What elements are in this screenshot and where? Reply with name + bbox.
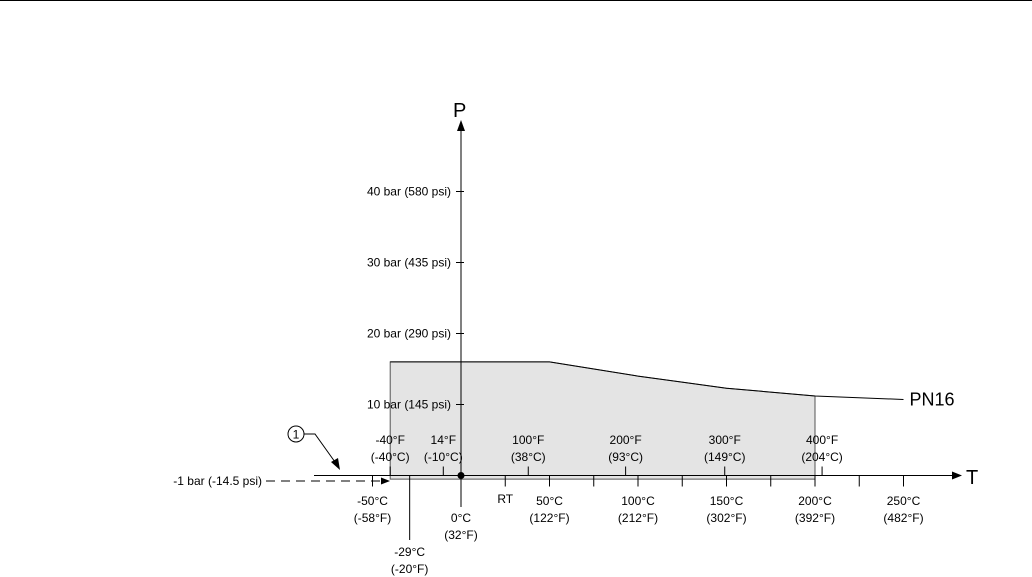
c-tick-sub-label: (482°F) [883, 511, 923, 525]
special-tick-group: -29°C (-20°F) [391, 475, 428, 576]
callout-arrow [331, 458, 340, 470]
celsius-ticks: -50°C (-58°F) 0°C (32°F) 50°C (122°F) 100°C (21… [354, 475, 924, 542]
special-tick-sub-label: (-20°F) [391, 562, 428, 576]
f-tick-label: 300°F [709, 433, 741, 447]
f-tick-sub-label: (93°C) [608, 450, 643, 464]
c-tick-sub-label: (122°F) [529, 511, 569, 525]
c-tick-label: 100°C [621, 494, 655, 508]
c-tick-sub-label: (392°F) [795, 511, 835, 525]
f-tick-sub-label: (-40°C) [371, 450, 410, 464]
y-axis-arrow [457, 120, 465, 131]
c-tick-label: -50°C [357, 494, 388, 508]
annotation-callout: 1 [287, 425, 340, 470]
top-rule [0, 0, 1032, 1]
callout-leader [304, 433, 336, 463]
y-tick-label: 10 bar (145 psi) [367, 398, 451, 412]
c-tick-label: 200°C [798, 494, 832, 508]
vacuum-arrow [381, 477, 390, 485]
c-tick-sub-label: (212°F) [618, 511, 658, 525]
rt-label: RT [497, 492, 513, 506]
f-tick-sub-label: (38°C) [511, 450, 546, 464]
c-tick-sub-label: (302°F) [706, 511, 746, 525]
series-label-pn16: PN16 [910, 390, 955, 410]
f-tick-sub-label: (149°C) [704, 450, 745, 464]
f-tick-label: 14°F [431, 433, 456, 447]
c-tick-label: 0°C [451, 511, 471, 525]
c-tick-label: 250°C [887, 494, 921, 508]
fahrenheit-ticks: -40°F (-40°C) 14°F (-10°C) 100°F (38°C) 200°F (… [371, 433, 843, 476]
y-tick-label: 20 bar (290 psi) [367, 327, 451, 341]
pn16-curve [390, 361, 904, 400]
f-tick-sub-label: (-10°C) [424, 450, 463, 464]
f-tick-label: -40°F [375, 433, 404, 447]
y-tick-label: 40 bar (580 psi) [367, 185, 451, 199]
origin-dot [457, 472, 465, 479]
c-tick-sub-label: (32°F) [444, 528, 477, 542]
y-ticks: 10 bar (145 psi) 20 bar (290 psi) 30 bar (… [367, 185, 464, 412]
x-axis-arrow [952, 471, 962, 480]
special-tick-label: -29°C [394, 545, 425, 559]
c-tick-label: 150°C [710, 494, 744, 508]
f-tick-label: 200°F [610, 433, 642, 447]
f-tick-label: 100°F [512, 433, 544, 447]
f-tick-sub-label: (204°C) [801, 450, 842, 464]
vacuum-label: -1 bar (-14.5 psi) [173, 474, 262, 488]
callout-number: 1 [293, 428, 300, 442]
vacuum-limit-group: -1 bar (-14.5 psi) [173, 474, 390, 488]
c-tick-label: 50°C [536, 494, 563, 508]
y-axis-label: P [453, 100, 466, 122]
y-tick-label: 30 bar (435 psi) [367, 256, 451, 270]
x-axis-label: T [966, 467, 978, 489]
c-tick-sub-label: (-58°F) [354, 511, 391, 525]
f-tick-label: 400°F [806, 433, 838, 447]
